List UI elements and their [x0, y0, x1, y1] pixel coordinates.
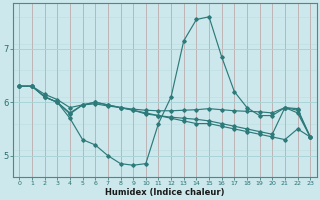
X-axis label: Humidex (Indice chaleur): Humidex (Indice chaleur)	[105, 188, 225, 197]
